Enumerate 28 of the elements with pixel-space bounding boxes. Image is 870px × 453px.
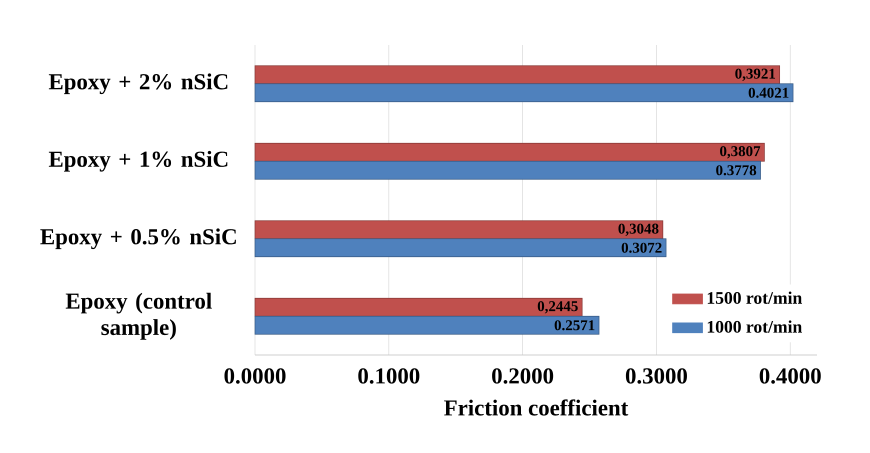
y-tick-label: Epoxy (control sample)	[66, 292, 212, 340]
bar	[254, 160, 761, 180]
y-tick-label: Epoxy + 1% nSiC	[48, 150, 228, 172]
bar	[254, 220, 664, 240]
data-label: 0.2571	[554, 320, 594, 330]
legend-label: 1000 rot/min	[708, 320, 802, 333]
bar	[254, 65, 780, 84]
bar	[254, 142, 765, 162]
x-tick-label: 0.0000	[224, 368, 286, 384]
data-label: 0.3778	[716, 165, 756, 176]
data-label: 0.3072	[622, 242, 662, 253]
bar	[254, 316, 600, 335]
data-label: 0,3048	[618, 224, 658, 236]
x-axis-title: Friction coefficient	[444, 399, 628, 416]
x-tick-label: 0.3000	[626, 368, 687, 384]
x-tick-label: 0.2000	[492, 368, 554, 384]
y-tick-label: Epoxy + 2% nSiC	[48, 73, 228, 94]
bar	[254, 83, 794, 102]
data-label: 0.4021	[748, 88, 788, 98]
bar	[254, 298, 583, 317]
x-tick-label: 0.1000	[358, 368, 420, 384]
y-tick-label: Epoxy + 0.5% nSiC	[40, 228, 236, 250]
bar	[254, 238, 666, 258]
data-label: 0,2445	[538, 301, 578, 314]
x-tick-label: 0.4000	[760, 368, 821, 384]
legend-label: 1500 rot/min	[708, 291, 802, 304]
data-label: 0,3807	[720, 146, 760, 158]
data-label: 0,3921	[735, 68, 776, 81]
